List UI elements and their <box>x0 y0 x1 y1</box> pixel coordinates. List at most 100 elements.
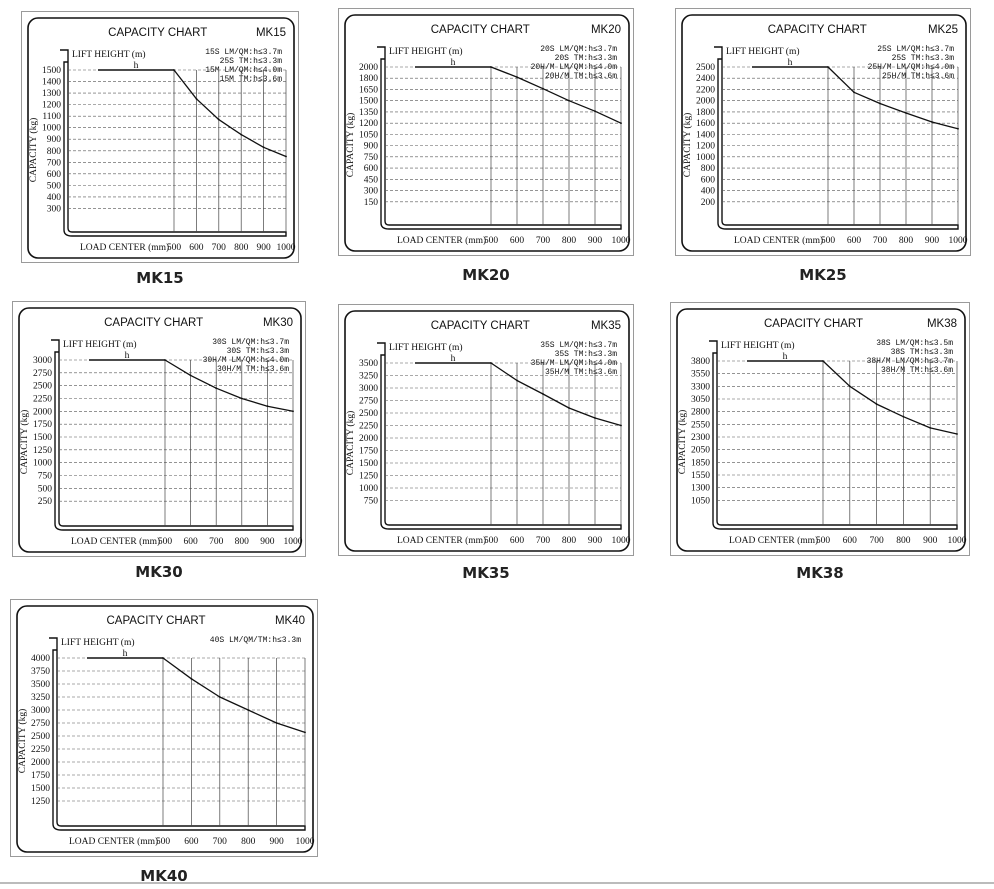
mast-axis <box>60 49 287 237</box>
y-tick-label: 1250 <box>359 472 378 482</box>
chart-title: CAPACITY CHART <box>108 27 207 39</box>
model-caption: MK35 <box>462 564 510 582</box>
capacity-point <box>164 359 166 361</box>
x-tick-label: 500 <box>158 537 173 547</box>
capacity-point <box>162 657 164 659</box>
y-tick-label: 1300 <box>42 89 61 99</box>
y-tick-label: 1000 <box>42 124 61 134</box>
y-tick-label: 900 <box>364 142 379 152</box>
x-tick-label: 600 <box>510 236 525 246</box>
x-tick-label: 600 <box>184 837 199 847</box>
y-tick-label: 3250 <box>31 693 50 703</box>
capacity-point <box>594 417 596 419</box>
chart-frame <box>681 14 967 252</box>
chart-title: CAPACITY CHART <box>431 320 530 332</box>
y-tick-label: 1750 <box>359 447 378 457</box>
x-tick-label: 500 <box>156 837 171 847</box>
x-axis-title: LOAD CENTER (mm) <box>80 242 169 253</box>
y-axis-title: CAPACITY (kg) <box>17 709 28 773</box>
x-tick-label: 900 <box>588 536 603 546</box>
x-tick-label: 600 <box>183 537 198 547</box>
y-tick-label: 900 <box>47 135 62 145</box>
chart-card-mk30: CAPACITY CHART MK30 LIFT HEIGHT (m) 30S LM/… <box>12 301 306 585</box>
y-tick-label: 2050 <box>691 446 710 456</box>
capacity-note: 40S LM/QM/TM:h≤3.3m <box>210 636 301 645</box>
y-tick-label: 2500 <box>33 382 52 392</box>
capacity-point <box>956 433 958 435</box>
x-tick-label: 600 <box>843 536 858 546</box>
y-tick-label: 800 <box>701 164 716 174</box>
page-divider <box>0 882 994 884</box>
capacity-point <box>902 415 905 418</box>
y-tick-label: 2000 <box>33 407 52 417</box>
y-tick-label: 1550 <box>691 471 710 481</box>
chart-model-label: MK35 <box>591 320 621 332</box>
y-tick-label: 1400 <box>42 78 61 88</box>
chart-title: CAPACITY CHART <box>104 317 203 329</box>
y-tick-label: 750 <box>364 497 379 507</box>
capacity-chart-svg: CAPACITY CHART MK25 LIFT HEIGHT (m) 25S LM/… <box>681 14 968 252</box>
y-tick-label: 1100 <box>42 112 61 122</box>
y-tick-label: 4000 <box>31 654 50 664</box>
y-tick-label: 2000 <box>31 758 50 768</box>
x-tick-label: 1000 <box>612 536 631 546</box>
capacity-point <box>240 133 243 136</box>
y-tick-label: 3300 <box>691 382 710 392</box>
capacity-point <box>905 112 907 114</box>
capacity-note: 15S LM/QM:h≤3.7m <box>205 48 282 57</box>
capacity-point <box>173 69 175 71</box>
lift-height-label: LIFT HEIGHT (m) <box>61 637 135 648</box>
lift-height-label: LIFT HEIGHT (m) <box>389 46 463 57</box>
capacity-point <box>490 362 492 364</box>
y-tick-label: 2750 <box>359 397 378 407</box>
capacity-note: 25H/M TM:h≤3.6m <box>882 72 954 81</box>
capacity-point <box>240 397 243 400</box>
y-tick-label: 300 <box>47 204 62 214</box>
model-caption: MK38 <box>796 564 844 582</box>
capacity-note: 20H/M TM:h≤3.6m <box>545 72 617 81</box>
capacity-note: 38S TM:h≤3.3m <box>891 348 954 357</box>
chart-card-mk35: CAPACITY CHART MK35 LIFT HEIGHT (m) 35S LM/… <box>338 304 634 586</box>
y-tick-label: 700 <box>47 158 62 168</box>
chart-panel: CAPACITY CHART MK30 LIFT HEIGHT (m) 30S LM/… <box>12 301 306 557</box>
capacity-note: 38S LM/QM:h≤3.5m <box>876 339 953 348</box>
capacity-note: 20S TM:h≤3.3m <box>555 54 618 63</box>
lift-height-label: LIFT HEIGHT (m) <box>72 49 146 60</box>
y-tick-label: 1800 <box>696 108 715 118</box>
x-tick-label: 1000 <box>284 537 303 547</box>
capacity-point <box>218 696 221 698</box>
y-tick-label: 1850 <box>691 458 710 468</box>
capacity-curve <box>162 657 306 734</box>
y-axis-title: CAPACITY (kg) <box>28 118 39 182</box>
y-tick-label: 1000 <box>696 153 715 163</box>
x-tick-label: 1000 <box>612 236 631 246</box>
y-tick-label: 2000 <box>696 97 715 107</box>
chart-frame <box>16 605 314 853</box>
x-tick-label: 700 <box>212 243 227 253</box>
capacity-note: 35H/M LM/QM:h≤4.0m <box>531 359 618 368</box>
chart-card-mk15: CAPACITY CHART MK15 LIFT HEIGHT (m) 15S LM/… <box>21 11 299 291</box>
chart-panel: CAPACITY CHART MK25 LIFT HEIGHT (m) 25S LM/… <box>675 8 971 256</box>
capacity-point <box>217 118 220 121</box>
y-tick-label: 1300 <box>691 484 710 494</box>
chart-model-label: MK25 <box>928 24 958 36</box>
y-tick-label: 1050 <box>691 496 710 506</box>
x-tick-label: 700 <box>873 236 888 246</box>
chart-title: CAPACITY CHART <box>764 318 863 330</box>
y-tick-label: 2250 <box>31 745 50 755</box>
y-tick-label: 1500 <box>33 433 52 443</box>
y-tick-label: 2550 <box>691 420 710 430</box>
y-tick-label: 3550 <box>691 370 710 380</box>
capacity-point <box>516 76 518 78</box>
mast-axis <box>377 342 622 530</box>
y-tick-label: 1200 <box>696 142 715 152</box>
y-tick-label: 2500 <box>359 409 378 419</box>
chart-panel: CAPACITY CHART MK35 LIFT HEIGHT (m) 35S LM/… <box>338 304 634 556</box>
capacity-point <box>292 410 294 413</box>
lift-height-label: LIFT HEIGHT (m) <box>721 340 795 351</box>
capacity-point <box>848 385 851 388</box>
y-tick-label: 2000 <box>359 63 378 73</box>
y-axis-title: CAPACITY (kg) <box>345 113 356 177</box>
chart-panel: CAPACITY CHART MK40 LIFT HEIGHT (m) 40S LM/… <box>10 599 318 857</box>
chart-frame <box>344 310 630 552</box>
